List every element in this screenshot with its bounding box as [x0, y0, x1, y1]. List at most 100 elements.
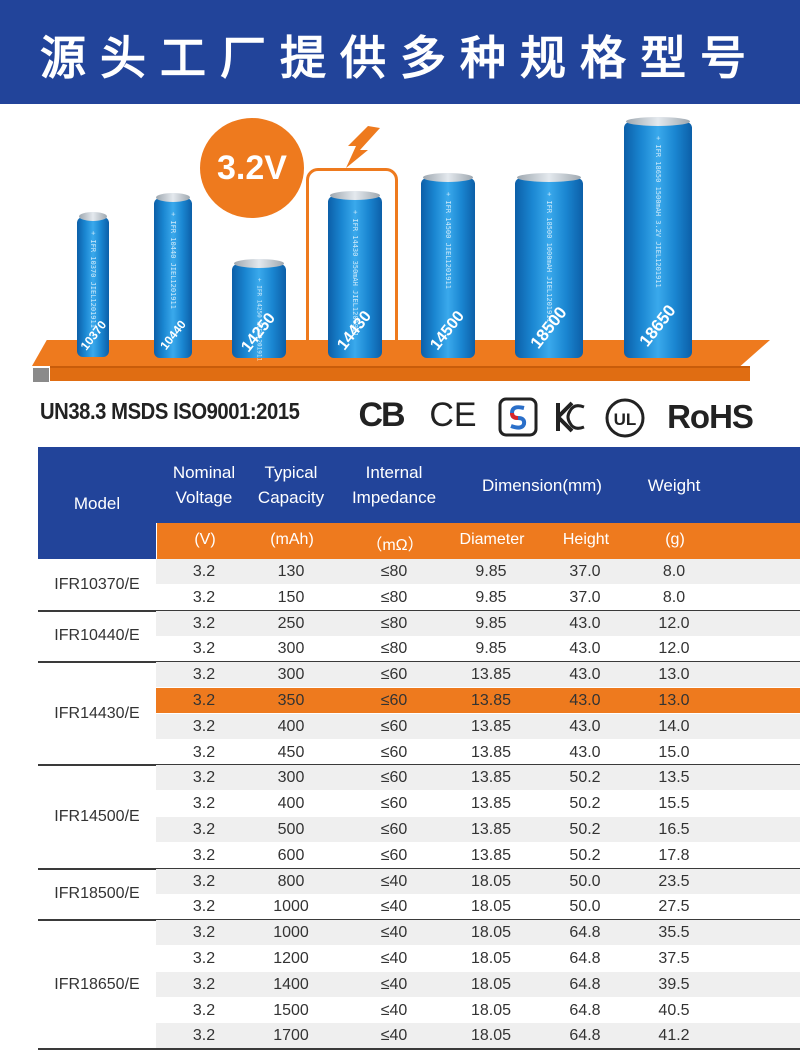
table-cell: 18.05 — [470, 1027, 512, 1045]
table-cell: 1700 — [273, 1027, 309, 1045]
table-cell: 13.85 — [470, 846, 512, 864]
table-cell: 3.2 — [192, 666, 216, 684]
table-cell: 13.85 — [470, 821, 512, 838]
table-row: 3.2 300 ≤80 9.85 43.0 12.0 — [156, 636, 800, 661]
table-row: 3.2 1700 ≤40 18.05 64.8 41.2 — [156, 1023, 800, 1049]
header-impedance: Internal Impedance — [351, 463, 437, 507]
unit-height: Height — [562, 531, 610, 548]
table-cell: 8.0 — [662, 588, 686, 606]
header-dimension: Dimension(mm) — [482, 476, 602, 495]
table-cell: 23.5 — [658, 872, 690, 890]
table-cell: 3.2 — [192, 563, 216, 580]
pointer-arrow-icon — [346, 126, 380, 168]
table-cell: ≤80 — [380, 640, 408, 658]
table-cell: 3.2 — [192, 614, 216, 632]
cell-print: + IFR 18650 1500mAH 3.2V JIEL1201911 — [654, 136, 662, 288]
table-cell: 9.85 — [475, 563, 507, 580]
model-name: IFR18650/E — [54, 975, 140, 993]
units-row: (V) (mAh) （mΩ） Diameter Height (g) — [156, 523, 800, 559]
table-cell: 3.2 — [192, 846, 216, 864]
cell-label: 14500 — [427, 307, 469, 354]
cell-print: + IFR 14250 JIEL1201911 — [255, 278, 263, 362]
table-cell: ≤60 — [380, 821, 408, 838]
model-name: IFR10440/E — [54, 627, 140, 645]
table-cell: 64.8 — [569, 950, 601, 967]
table-cell: 13.85 — [470, 717, 512, 735]
table-cell: 50.2 — [569, 795, 601, 813]
table-cell: 64.8 — [569, 1001, 601, 1019]
model-name: IFR18500/E — [54, 885, 140, 903]
table-cell: 3.2 — [192, 692, 216, 709]
table-cell: ≤80 — [380, 588, 408, 606]
table-cell: 27.5 — [658, 898, 690, 916]
table-row: 3.2 250 ≤80 9.85 43.0 12.0 — [156, 610, 800, 636]
table-cell: 500 — [277, 821, 305, 838]
cb-mark-text: CB — [358, 395, 405, 434]
table-cell: ≤60 — [380, 743, 408, 761]
table-cell: 13.85 — [470, 769, 512, 787]
cell-print: + IFR 10370 JIEL1201911 — [89, 231, 97, 328]
table-cell: 1000 — [273, 898, 309, 916]
table-cell: 50.2 — [569, 821, 601, 838]
table-cell: 37.0 — [569, 563, 601, 580]
cb-mark-icon: CB — [352, 395, 410, 435]
battery-cell-10370: + IFR 10370 JIEL1201911 10370 — [77, 212, 110, 357]
header-capacity: Typical Capacity — [257, 463, 325, 507]
table-cell: 41.2 — [658, 1027, 690, 1045]
table-header: Model Nominal Voltage Typical Capacity I… — [38, 447, 800, 559]
table-cell: 3.2 — [192, 950, 216, 967]
cell-print: + IFR 14430 350mAH JIEL1201911 — [351, 210, 359, 337]
table-row: 3.2 1000 ≤40 18.05 50.0 27.5 — [156, 894, 800, 919]
table-row: 3.2 130 ≤80 9.85 37.0 8.0 — [156, 559, 800, 584]
table-cell: 18.05 — [470, 975, 512, 993]
rohs-mark-text: RoHS — [667, 398, 754, 435]
table-cell: 1000 — [273, 924, 309, 942]
model-name: IFR10370/E — [54, 575, 140, 593]
cell-label: 10370 — [77, 317, 110, 353]
table-cell: 300 — [277, 640, 305, 658]
table-cell: ≤60 — [380, 769, 408, 787]
table-cell: 350 — [277, 692, 305, 709]
table-cell: 1400 — [273, 975, 309, 993]
table-row: 3.2 1200 ≤40 18.05 64.8 37.5 — [156, 946, 800, 971]
table-cell: 50.0 — [569, 872, 601, 890]
battery-showcase: 3.2V + IFR 10370 JIEL1201911 10370 + IFR… — [0, 104, 800, 389]
table-cell: 13.85 — [470, 743, 512, 761]
battery-cell-10440: + IFR 10440 JIEL1201911 10440 — [154, 193, 192, 358]
table-cell: ≤40 — [380, 872, 408, 890]
table-cell: 13.5 — [658, 769, 690, 787]
table-cell: 13.0 — [658, 666, 690, 684]
table-cell: 300 — [277, 666, 305, 684]
table-row: 3.2 500 ≤60 13.85 50.2 16.5 — [156, 817, 800, 842]
table-cell: 50.2 — [569, 769, 601, 787]
table-cell: 450 — [277, 743, 305, 761]
table-cell: 3.2 — [192, 795, 216, 813]
table-cell: ≤40 — [380, 924, 408, 942]
table-cell: ≤60 — [380, 846, 408, 864]
table-cell: 3.2 — [192, 743, 216, 761]
table-cell: 18.05 — [470, 872, 512, 890]
unit-impedance: （mΩ） — [366, 537, 424, 554]
table-cell: 64.8 — [569, 975, 601, 993]
table-cell: ≤80 — [380, 563, 408, 580]
table-cell: 43.0 — [569, 692, 601, 709]
table-cell: 64.8 — [569, 1027, 601, 1045]
table-cell: ≤40 — [380, 950, 408, 967]
table-cell: ≤60 — [380, 666, 408, 684]
voltage-badge: 3.2V — [200, 118, 304, 218]
table-cell: ≤60 — [380, 692, 408, 709]
table-cell: 50.0 — [569, 898, 601, 916]
table-row: 3.2 1500 ≤40 18.05 64.8 40.5 — [156, 998, 800, 1023]
battery-cell-18650: + IFR 18650 1500mAH 3.2V JIEL1201911 186… — [624, 117, 692, 358]
cert-standards-text: UN38.3 MSDS ISO9001:2015 — [40, 398, 300, 424]
table-cell: 3.2 — [192, 717, 216, 735]
table-bottom-rule — [38, 1048, 800, 1051]
table-cell: 35.5 — [658, 924, 690, 942]
table-cell: ≤60 — [380, 717, 408, 735]
table-cell: 14.0 — [658, 717, 690, 735]
table-cell: 9.85 — [475, 640, 507, 658]
table-row: 3.2 300 ≤60 13.85 43.0 13.0 — [156, 662, 800, 688]
battery-cell-18500: + IFR 18500 1000mAH JIEL1201911 18500 — [515, 173, 583, 358]
table-cell: 43.0 — [569, 614, 601, 632]
model-name: IFR14430/E — [54, 704, 140, 722]
